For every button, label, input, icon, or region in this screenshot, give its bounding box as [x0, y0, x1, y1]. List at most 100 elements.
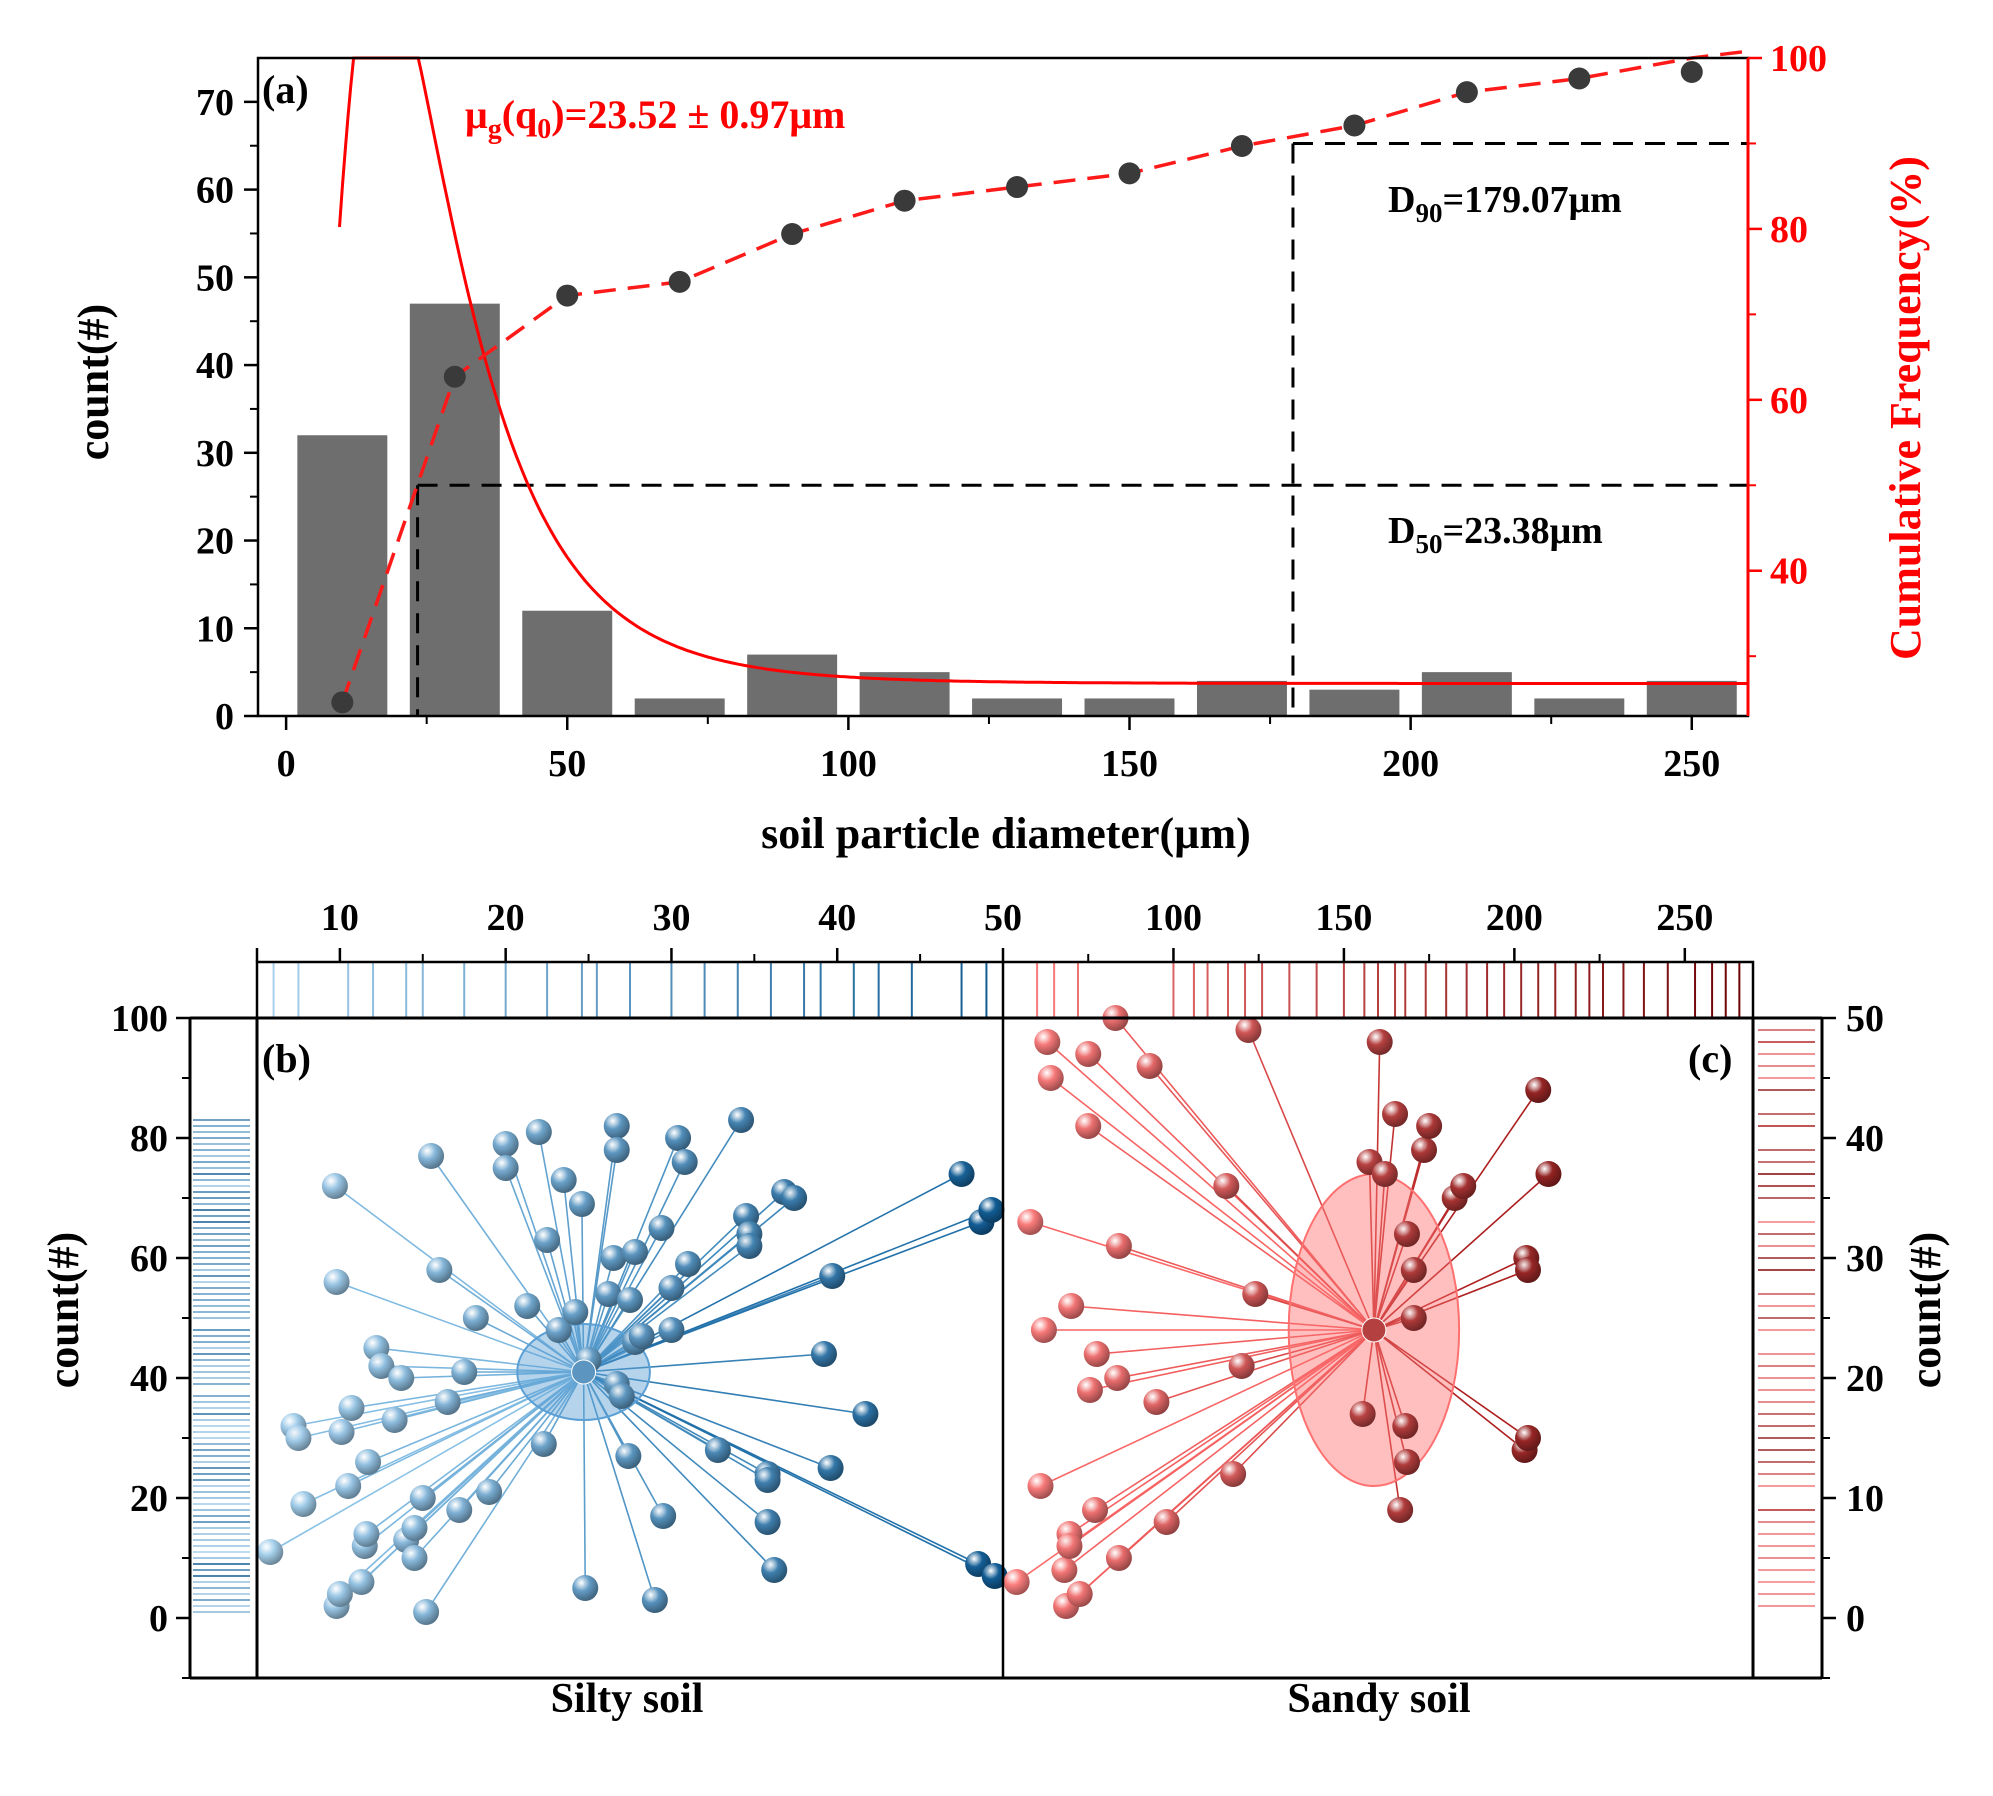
a-cumulative-point	[1455, 81, 1478, 104]
b-connector-line	[365, 1371, 585, 1535]
a-bar	[1084, 698, 1175, 716]
c-connector-line	[1373, 1173, 1549, 1331]
b-data-point	[388, 1365, 415, 1391]
c-connector-line	[1071, 1305, 1374, 1331]
b-y-tick-label: 100	[111, 998, 168, 1040]
c-data-point	[1392, 1413, 1419, 1439]
b-connector-line	[582, 1161, 686, 1373]
a-cumulative-point	[1680, 61, 1703, 83]
c-connector-line	[1040, 1329, 1375, 1487]
b-connector-line	[336, 1281, 584, 1373]
a-x-tick-label: 0	[277, 743, 296, 785]
c-data-point	[1030, 1317, 1057, 1343]
b-data-point	[434, 1389, 461, 1415]
a-cumulative-point	[668, 270, 691, 293]
c-data-point	[1136, 1053, 1163, 1079]
c-y-tick-label: 10	[1846, 1478, 1884, 1520]
b-data-point	[852, 1401, 879, 1427]
c-data-point	[1387, 1497, 1414, 1523]
c-data-point	[1027, 1473, 1054, 1499]
b-data-point	[413, 1599, 440, 1625]
c-connector-line	[1063, 1329, 1375, 1571]
b-top-tick-label: 20	[487, 897, 525, 939]
c-panel-label: (c)	[1688, 1036, 1732, 1081]
c-top-tick-label: 200	[1486, 897, 1543, 939]
b-data-point	[290, 1491, 317, 1517]
b-connector-line	[334, 1185, 585, 1373]
b-data-point	[368, 1353, 395, 1379]
a-x-tick-label: 50	[548, 743, 586, 785]
b-data-point	[648, 1215, 675, 1241]
a-y-tick-label: 20	[196, 521, 234, 563]
c-data-point	[1058, 1293, 1085, 1319]
b-top-tick-label: 10	[321, 897, 359, 939]
c-connector-line	[1166, 1329, 1375, 1523]
b-data-point	[353, 1521, 380, 1547]
b-data-point	[600, 1245, 627, 1271]
a-y-tick-label: 60	[196, 170, 234, 212]
b-connector-line	[583, 1209, 992, 1373]
c-data-point	[1235, 1017, 1262, 1043]
b-data-point	[603, 1137, 630, 1163]
c-connector-line	[1241, 1329, 1375, 1367]
a-x-tick-label: 200	[1382, 743, 1439, 785]
b-data-point	[462, 1305, 489, 1331]
a-y-tick-label: 0	[215, 696, 234, 738]
b-connector-line	[401, 1371, 584, 1379]
a-y2-tick-label: 60	[1770, 380, 1808, 422]
a-cumulative-point	[1118, 162, 1141, 185]
b-connector-line	[351, 1371, 584, 1409]
b-data-point	[615, 1443, 642, 1469]
b-data-point	[355, 1449, 382, 1475]
b-data-point	[603, 1113, 630, 1139]
b-rug-plots	[193, 962, 988, 1613]
c-connector-line	[1255, 1293, 1375, 1331]
b-connector-line	[582, 1119, 742, 1373]
b-data-point	[568, 1191, 595, 1217]
c-data-point	[1515, 1257, 1541, 1283]
a-cumulative-point	[331, 691, 354, 714]
b-data-point	[671, 1149, 698, 1175]
b-connector-line	[422, 1371, 585, 1499]
a-y-tick-label: 50	[196, 257, 234, 299]
b-connector-line	[438, 1269, 585, 1373]
a-y-tick-label: 30	[196, 433, 234, 475]
a-bar	[297, 435, 388, 716]
c-connector-line	[1373, 1269, 1529, 1331]
c-data-point	[1450, 1173, 1477, 1199]
a-cumulative-point	[556, 284, 579, 307]
a-cumulative-point	[1343, 114, 1366, 137]
b-data-point	[451, 1359, 478, 1385]
a-y-tick-label: 10	[196, 608, 234, 650]
b-data-point	[562, 1299, 589, 1325]
a-y2-tick-label: 40	[1770, 551, 1808, 593]
a-lognormal-fit-curve	[338, 56, 1748, 685]
c-data-point	[1411, 1137, 1438, 1163]
a-fit-label: μg(q0)=23.52 ± 0.97μm	[465, 92, 845, 145]
a-bar	[1646, 680, 1737, 716]
a-x-axis-label: soil particle diameter(µm)	[761, 809, 1251, 858]
c-data-point	[1003, 1569, 1030, 1595]
c-data-point	[1105, 1233, 1132, 1259]
b-top-tick-label: 40	[818, 897, 856, 939]
b-connector-line	[582, 1371, 656, 1601]
c-data-point	[1393, 1449, 1420, 1475]
b-data-point	[817, 1455, 844, 1481]
c-y-axis-label: count(#)	[1901, 1232, 1950, 1388]
b-connector-line	[583, 1221, 982, 1373]
c-connector-line	[1373, 1233, 1408, 1331]
b-data-point	[704, 1437, 731, 1463]
b-connector-line	[581, 1203, 585, 1373]
a-bars-group	[297, 303, 1737, 716]
a-bar	[1309, 689, 1400, 716]
a-bar	[972, 698, 1063, 716]
b-y-tick-label: 80	[130, 1118, 168, 1160]
b-connector-line	[381, 1365, 584, 1373]
b-x-axis-label: Silty soil	[551, 1676, 704, 1722]
a-y2-tick-label: 80	[1770, 209, 1808, 251]
c-center-point	[1361, 1317, 1387, 1343]
b-connector-line	[425, 1371, 585, 1613]
a-cumulative-point	[443, 365, 466, 388]
c-data-point	[1400, 1305, 1427, 1331]
b-data-point	[401, 1515, 428, 1541]
